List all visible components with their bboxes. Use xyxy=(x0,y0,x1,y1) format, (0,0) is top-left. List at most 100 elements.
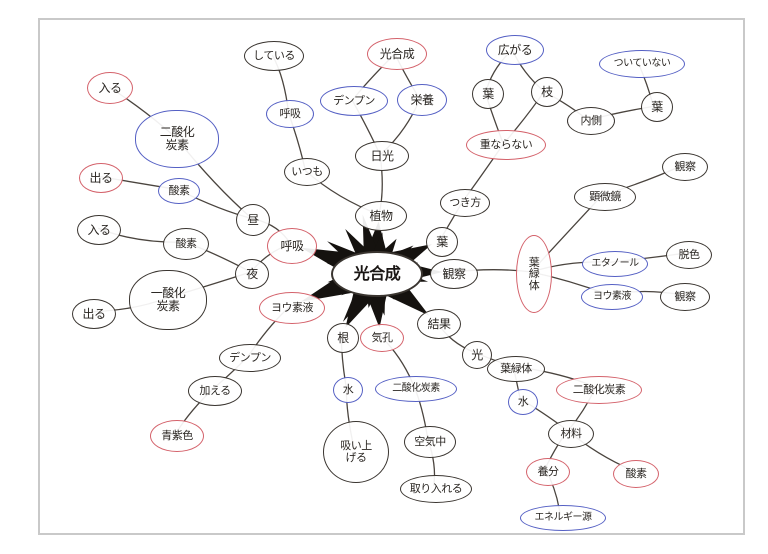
mindmap-node[interactable]: デンプン xyxy=(219,344,281,372)
mindmap-node[interactable]: 栄養 xyxy=(397,84,447,116)
mindmap-node-label: 一酸化 炭素 xyxy=(150,286,186,313)
mindmap-node[interactable]: 吸い上 げる xyxy=(323,421,389,483)
mindmap-node-label: 出る xyxy=(89,170,113,185)
mindmap-node[interactable]: 広がる xyxy=(486,35,544,65)
mindmap-node[interactable]: 一酸化 炭素 xyxy=(129,270,207,330)
mindmap-node[interactable]: 光合成 xyxy=(367,38,427,70)
mindmap-node-label: 葉 xyxy=(482,86,494,101)
mindmap-node-label: 二酸化 炭素 xyxy=(159,125,195,152)
mindmap-node[interactable]: 酸素 xyxy=(613,460,659,488)
mindmap-node[interactable]: エタノール xyxy=(582,251,648,277)
mindmap-node-label: エタノール xyxy=(591,257,639,269)
mindmap-node[interactable]: 入る xyxy=(77,215,121,245)
mindmap-node[interactable]: 葉緑体 xyxy=(487,356,545,382)
mindmap-node-label: エネルギー源 xyxy=(534,511,593,523)
mindmap-node-label: ヨウ素液 xyxy=(271,301,314,315)
mindmap-node[interactable]: 取り入れる xyxy=(400,475,472,503)
mindmap-node[interactable]: 光 xyxy=(462,341,492,369)
mindmap-node-label: 葉 xyxy=(651,99,663,114)
mindmap-node[interactable]: 養分 xyxy=(526,458,570,486)
mindmap-node-label: 顕微鏡 xyxy=(589,190,621,204)
mindmap-node[interactable]: している xyxy=(244,41,304,71)
mindmap-node-label: 光 xyxy=(471,347,483,362)
mindmap-node[interactable]: 二酸化 炭素 xyxy=(135,110,219,168)
mindmap-node[interactable]: 水 xyxy=(333,377,363,403)
mindmap-node[interactable]: 脱色 xyxy=(666,241,712,269)
mindmap-node[interactable]: いつも xyxy=(284,158,330,186)
mindmap-node-label: ついていない xyxy=(613,57,671,69)
mindmap-node-label: 栄養 xyxy=(410,92,434,107)
mindmap-node-label: 葉 xyxy=(436,234,448,249)
mindmap-node[interactable]: 入る xyxy=(87,72,133,104)
mindmap-node-label: 水 xyxy=(517,395,529,409)
mindmap-node-label: 脱色 xyxy=(678,248,701,262)
mindmap-node-label: いつも xyxy=(291,165,323,179)
mindmap-node-label: 加える xyxy=(199,384,231,398)
mindmap-node-label: ヨウ素液 xyxy=(593,290,632,302)
mindmap-node[interactable]: 葉 緑 体 xyxy=(516,235,552,313)
mindmap-node[interactable]: 結果 xyxy=(417,309,461,339)
mindmap-node[interactable]: 葉 xyxy=(426,227,458,257)
mindmap-node-label: 気孔 xyxy=(371,331,394,345)
mindmap-node[interactable]: 顕微鏡 xyxy=(574,183,636,211)
mindmap-node[interactable]: ついていない xyxy=(599,50,685,78)
mindmap-node-label: 日光 xyxy=(370,148,394,163)
mindmap-node[interactable]: ヨウ素液 xyxy=(581,284,643,310)
mindmap-node[interactable]: つき方 xyxy=(440,189,490,217)
mindmap-node-label: 重ならない xyxy=(479,138,533,152)
mindmap-node[interactable]: 空気中 xyxy=(404,426,456,458)
mindmap-node-label: デンプン xyxy=(229,351,271,365)
mindmap-node[interactable]: 二酸化炭素 xyxy=(375,376,457,402)
mindmap-node-label: 植物 xyxy=(369,208,393,223)
mindmap-node-label: 枝 xyxy=(541,84,553,99)
mindmap-node-label: 根 xyxy=(337,330,349,345)
mindmap-node[interactable]: 重ならない xyxy=(466,130,546,160)
mindmap-node[interactable]: 昼 xyxy=(236,204,270,236)
mindmap-node[interactable]: 観察 xyxy=(430,259,478,289)
mindmap-node[interactable]: 観察 xyxy=(662,153,708,181)
mindmap-node-label: 葉 緑 体 xyxy=(528,255,540,292)
mindmap-node-label: 出る xyxy=(82,306,106,321)
mindmap-node-label: 入る xyxy=(87,222,111,237)
mindmap-node[interactable]: 内側 xyxy=(567,107,615,135)
mindmap-node-label: 取り入れる xyxy=(409,482,463,496)
mindmap-node[interactable]: 出る xyxy=(72,299,116,329)
mindmap-node[interactable]: 出る xyxy=(79,163,123,193)
mindmap-node[interactable]: 枝 xyxy=(531,77,563,107)
mindmap-node-label: つき方 xyxy=(449,196,481,210)
mindmap-node[interactable]: 日光 xyxy=(355,141,409,171)
mindmap-node[interactable]: 加える xyxy=(188,376,242,406)
mindmap-node-label: 内側 xyxy=(580,114,603,128)
mindmap-node-label: 昼 xyxy=(247,212,259,227)
mindmap-node[interactable]: 気孔 xyxy=(360,324,404,352)
mindmap-node-label: デンプン xyxy=(333,94,375,108)
mindmap-node[interactable]: 呼吸 xyxy=(266,100,314,128)
mindmap-node[interactable]: 葉 xyxy=(641,92,673,122)
mindmap-node[interactable]: 夜 xyxy=(235,259,269,289)
mindmap-node[interactable]: 青紫色 xyxy=(150,420,204,452)
mindmap-node[interactable]: 観察 xyxy=(660,283,710,311)
mindmap-node[interactable]: 二酸化炭素 xyxy=(556,376,642,404)
mindmap-node[interactable]: 酸素 xyxy=(158,178,200,204)
mindmap-node[interactable]: ヨウ素液 xyxy=(259,292,325,324)
mindmap-node[interactable]: 葉 xyxy=(472,79,504,109)
mindmap-node-label: している xyxy=(253,49,295,63)
mindmap-node[interactable]: 呼吸 xyxy=(267,228,317,264)
mindmap-node[interactable]: 酸素 xyxy=(163,228,209,260)
mindmap-node-label: 二酸化炭素 xyxy=(392,382,440,394)
mindmap-center-node[interactable]: 光合成 xyxy=(331,251,423,297)
mindmap-node-label: 酸素 xyxy=(175,237,198,251)
mindmap-node-label: 水 xyxy=(342,383,354,397)
mindmap-node-label: 酸素 xyxy=(168,184,191,198)
mindmap-node-label: 観察 xyxy=(442,266,466,281)
mindmap-node-label: 吸い上 げる xyxy=(340,439,372,464)
mindmap-node[interactable]: 植物 xyxy=(355,201,407,231)
mindmap-node[interactable]: デンプン xyxy=(320,86,388,116)
mindmap-node-label: 呼吸 xyxy=(280,238,304,253)
mindmap-node[interactable]: 根 xyxy=(327,323,359,353)
mindmap-node[interactable]: エネルギー源 xyxy=(520,505,606,531)
mindmap-node[interactable]: 水 xyxy=(508,389,538,415)
mindmap-node[interactable]: 材料 xyxy=(548,420,594,448)
mindmap-node-label: 養分 xyxy=(537,465,560,479)
